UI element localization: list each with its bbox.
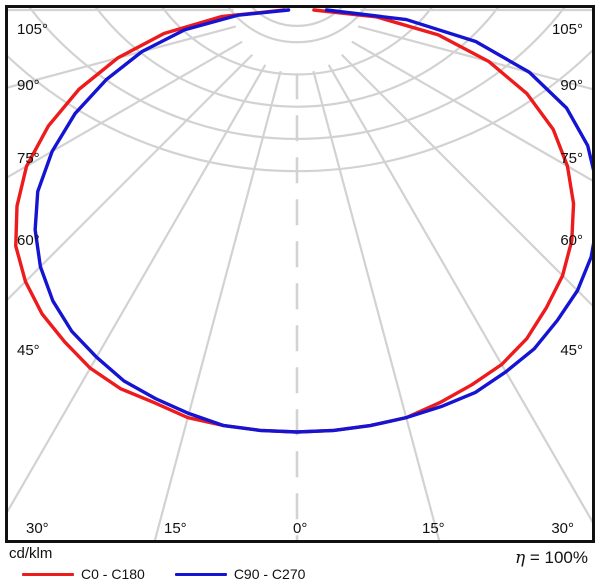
axis-label-left-105: 105° (17, 21, 49, 38)
legend-label-c90-c270: C90 - C270 (233, 566, 306, 582)
chart-frame: 105° 90° 75° 60° 45° 105° 90° 75° 60° 45… (5, 5, 595, 543)
legend-item-c0-c180: C0 - C180 (22, 566, 145, 582)
legend-items: C0 - C180 C90 - C270 (22, 566, 305, 582)
unit-label: cd/klm (9, 545, 53, 562)
axis-label-right-45: 45° (560, 342, 583, 359)
axis-label-right-60: 60° (560, 232, 583, 249)
eta-symbol: η (514, 548, 526, 568)
axis-label-right-75: 75° (560, 150, 583, 167)
axis-label-right-105: 105° (551, 21, 583, 38)
axis-label-left-90: 90° (17, 77, 40, 94)
eta-value: = 100% (529, 548, 588, 567)
axis-label-left-45: 45° (17, 342, 40, 359)
legend-label-c0-c180: C0 - C180 (81, 566, 145, 582)
chart-legend: cd/klm η = 100% C0 - C180 C90 - C270 (0, 544, 600, 588)
axis-label-right-90: 90° (560, 77, 583, 94)
axis-label-bottom-30-right: 30° (551, 520, 574, 537)
axis-label-bottom-0: 0° (293, 520, 308, 537)
polar-grid-and-curves (8, 8, 592, 540)
axis-label-left-60: 60° (17, 232, 40, 249)
legend-swatch-red (22, 572, 74, 576)
legend-item-c90-c270: C90 - C270 (174, 566, 306, 582)
curve-c0-c180 (14, 8, 576, 434)
polar-plot-area (8, 8, 592, 540)
legend-swatch-blue (174, 572, 227, 576)
axis-label-left-75: 75° (17, 150, 40, 167)
curve-c90-c270 (33, 8, 592, 434)
axis-label-bottom-15-left: 15° (164, 520, 187, 537)
efficiency-label: η = 100% (515, 548, 588, 568)
axis-label-bottom-15-right: 15° (422, 520, 445, 537)
axis-label-bottom-30-left: 30° (26, 520, 49, 537)
